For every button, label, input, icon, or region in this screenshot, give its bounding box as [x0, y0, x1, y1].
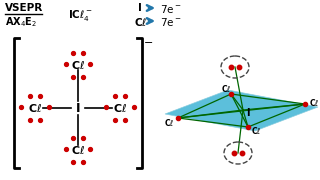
Text: I: I	[246, 108, 250, 118]
Text: C$\ell$: C$\ell$	[113, 102, 127, 114]
Text: C$\ell$: C$\ell$	[71, 144, 85, 156]
Text: C$\ell$: C$\ell$	[309, 96, 319, 107]
Text: I: I	[76, 102, 80, 114]
Text: C$\ell$: C$\ell$	[251, 125, 261, 136]
Text: −: −	[144, 38, 153, 48]
Text: C$\ell$: C$\ell$	[71, 59, 85, 71]
Text: C$\ell$: C$\ell$	[164, 116, 174, 127]
Text: C$\ell$: C$\ell$	[134, 16, 147, 28]
Text: 7e$^-$: 7e$^-$	[160, 16, 182, 28]
Text: C$\ell$: C$\ell$	[28, 102, 42, 114]
Text: I: I	[138, 3, 142, 13]
Text: 7e$^-$: 7e$^-$	[160, 3, 182, 15]
Text: IC$\ell$$_4^-$: IC$\ell$$_4^-$	[68, 8, 92, 23]
Text: VSEPR: VSEPR	[5, 3, 43, 13]
Text: C$\ell$: C$\ell$	[221, 84, 231, 95]
Polygon shape	[165, 90, 318, 131]
Text: AX$_4$E$_2$: AX$_4$E$_2$	[5, 15, 37, 29]
